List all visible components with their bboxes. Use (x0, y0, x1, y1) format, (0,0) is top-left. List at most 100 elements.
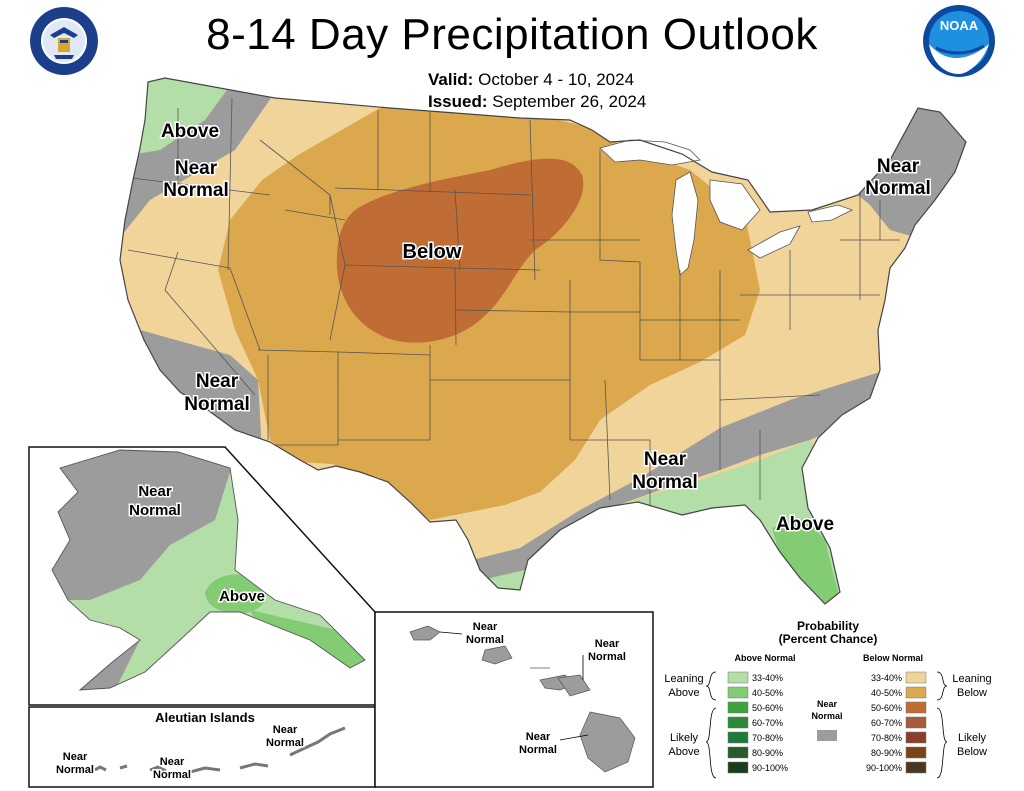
legend-brace-likely-below (936, 707, 948, 779)
legend-below-header: Below Normal (863, 653, 923, 663)
legend-swatch-below-5 (905, 746, 927, 759)
label-aleutian-normal-1: Normal (56, 764, 94, 776)
legend-label-above-1: 40-50% (752, 688, 783, 698)
label-hi-near-2: Near (595, 638, 620, 650)
island-hawaii (579, 711, 636, 773)
legend-label-below-3: 60-70% (871, 718, 902, 728)
page-title: 8-14 Day Precipitation Outlook (206, 10, 818, 59)
legend-brace-leaning-below (936, 671, 948, 701)
legend-leaning-below-2: Below (957, 687, 987, 699)
legend-label-below-0: 33-40% (871, 673, 902, 683)
legend-swatch-below-6 (905, 761, 927, 774)
label-hi-normal-2: Normal (588, 651, 626, 663)
alaska-inset: Near Normal Above (28, 446, 376, 706)
legend-rows: 33-40% 40-50% 50-60% 60-70% 70-80% 80-90% 90-1… (727, 671, 927, 774)
label-aleutian-near-2: Near (160, 756, 185, 768)
probability-legend: Probability (Percent Chance) Above Norma… (664, 619, 992, 779)
legend-leaning-below-1: Leaning (952, 673, 991, 685)
great-lakes (599, 139, 854, 276)
legend-above-header: Above Normal (734, 653, 795, 663)
region-above-florida (772, 518, 840, 604)
legend-swatch-below-1 (905, 686, 927, 699)
legend-title-2: (Percent Chance) (779, 632, 878, 646)
legend-likely-above-1: Likely (670, 732, 699, 744)
legend-near-2: Normal (811, 711, 842, 721)
legend-label-below-1: 40-50% (871, 688, 902, 698)
lake-ontario (807, 204, 854, 223)
legend-swatch-above-6 (727, 761, 749, 774)
legend-likely-below-1: Likely (958, 732, 987, 744)
label-ak-near: Near (138, 483, 172, 500)
region-near-normal-southeast (472, 372, 900, 600)
island-maui (557, 674, 591, 697)
ak-region-above-core (205, 574, 266, 614)
legend-near-normal-swatch (817, 730, 837, 741)
issued-value: September 26, 2024 (492, 92, 647, 111)
commerce-seal-logo (30, 7, 98, 75)
legend-swatch-above-0 (727, 671, 749, 684)
lake-huron (709, 179, 761, 231)
lake-michigan (671, 171, 699, 276)
noaa-logo: NOAA (923, 5, 995, 77)
label-nw-normal: Normal (163, 180, 228, 201)
label-hi-normal-1: Normal (466, 634, 504, 646)
label-se-near: Near (644, 449, 687, 470)
legend-brace-leaning-above (705, 671, 717, 701)
island-kauai (409, 625, 441, 641)
legend-swatch-below-0 (905, 671, 927, 684)
legend-swatch-above-5 (727, 746, 749, 759)
legend-label-below-6: 90-100% (866, 763, 902, 773)
label-sw-normal: Normal (184, 394, 249, 415)
label-hi-near-3: Near (526, 731, 551, 743)
legend-swatch-above-3 (727, 716, 749, 729)
label-ak-above: Above (219, 588, 265, 605)
aleutian-inset-frame (28, 706, 376, 788)
legend-brace-likely-above (705, 707, 717, 779)
state-boundaries (127, 97, 900, 510)
legend-swatch-above-2 (727, 701, 749, 714)
alaska-outline (51, 449, 366, 691)
label-se-normal: Normal (632, 472, 697, 493)
legend-label-above-6: 90-100% (752, 763, 788, 773)
legend-swatch-below-3 (905, 716, 927, 729)
legend-label-above-3: 60-70% (752, 718, 783, 728)
island-oahu (481, 645, 513, 665)
label-ne-near: Near (877, 156, 920, 177)
label-aleutian-normal-3: Normal (266, 737, 304, 749)
legend-swatch-below-4 (905, 731, 927, 744)
issued-label: Issued: (428, 92, 488, 111)
legend-likely-above-2: Above (668, 746, 699, 758)
noaa-logo-text: NOAA (940, 18, 979, 33)
ak-region-near-normal (52, 450, 240, 600)
hawaii-leader-lines (439, 631, 589, 741)
lake-erie (747, 225, 801, 259)
legend-label-above-0: 33-40% (752, 673, 783, 683)
legend-leaning-above-1: Leaning (664, 673, 703, 685)
legend-near-1: Near (817, 699, 838, 709)
label-aleutian-near-3: Near (273, 724, 298, 736)
hawaii-inset: Near Normal Near Normal Near Normal (374, 611, 654, 788)
legend-title-1: Probability (797, 619, 859, 633)
region-leaning-below-interior (218, 108, 760, 520)
region-below-central-rockies (336, 158, 584, 343)
issued-date: Issued: September 26, 2024 (428, 92, 646, 112)
legend-label-above-5: 80-90% (752, 748, 783, 758)
legend-label-above-2: 50-60% (752, 703, 783, 713)
label-hi-normal-3: Normal (519, 744, 557, 756)
label-aleutian-near-1: Near (63, 751, 88, 763)
legend-label-below-4: 70-80% (871, 733, 902, 743)
valid-label: Valid: (428, 70, 474, 89)
aleutian-islands (94, 726, 346, 774)
aleutian-inset: Aleutian Islands Near Normal Near Normal… (28, 706, 376, 788)
label-nw-above: Above (161, 121, 219, 142)
label-aleutian-normal-2: Normal (153, 769, 191, 781)
valid-dates: Valid: October 4 - 10, 2024 (428, 70, 634, 90)
legend-label-below-5: 80-90% (871, 748, 902, 758)
legend-likely-below-2: Below (957, 746, 987, 758)
label-ak-normal: Normal (129, 502, 181, 519)
label-nw-near: Near (175, 158, 218, 179)
legend-swatch-above-1 (727, 686, 749, 699)
label-ne-normal: Normal (865, 178, 930, 199)
label-sw-near: Near (196, 371, 239, 392)
